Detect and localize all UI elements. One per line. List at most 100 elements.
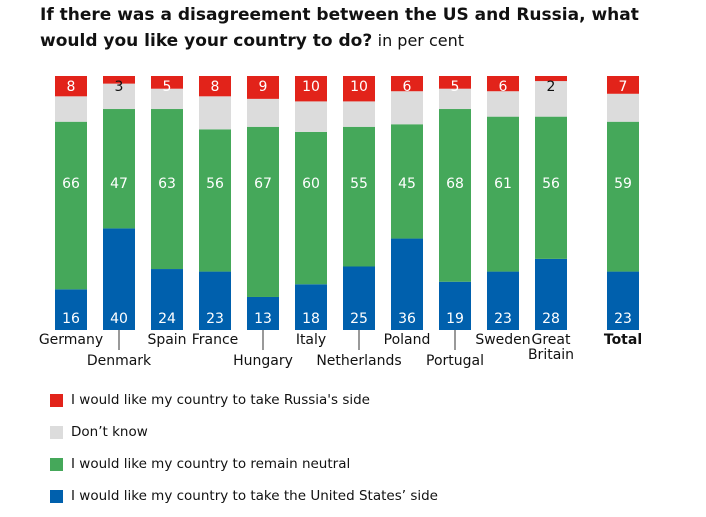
legend-item-russia: I would like my country to take Russia's… [50, 392, 370, 408]
bar-segment-us [103, 228, 135, 330]
data-label: 5 [163, 79, 172, 95]
bar-segment-dont-know [487, 91, 519, 117]
bar-segment-russia [55, 76, 87, 97]
bar-segment-dont-know [535, 81, 567, 117]
data-label: 56 [206, 176, 224, 192]
bar-segment-neutral [295, 131, 327, 285]
data-label: 25 [350, 311, 368, 327]
data-label: 56 [542, 176, 560, 192]
bar-segment-dont-know [295, 101, 327, 132]
bar-segment-dont-know [439, 88, 471, 110]
bar-segment-russia [487, 76, 519, 92]
data-label: 13 [254, 311, 272, 327]
bar-segment-neutral [439, 109, 471, 282]
category-label: Denmark [87, 353, 152, 369]
bar-segment-us [487, 271, 519, 330]
legend-swatch-grey [50, 425, 63, 439]
data-label: 28 [542, 311, 560, 327]
data-label: 23 [614, 311, 632, 327]
data-label: 68 [446, 176, 464, 192]
bar-segment-us [535, 258, 567, 330]
legend-swatch-blue [50, 489, 63, 503]
bar-segment-dont-know [103, 83, 135, 110]
data-label: 45 [398, 176, 416, 192]
bar-segment-us [247, 296, 279, 330]
bar-segment-russia [103, 76, 135, 84]
bar-segment-us [295, 284, 327, 330]
data-label: 67 [254, 176, 272, 192]
bar-segment-us [199, 271, 231, 330]
bar-segment-neutral [535, 116, 567, 259]
bar-segment-russia [247, 76, 279, 99]
data-label: 47 [110, 176, 128, 192]
category-label: Netherlands [316, 353, 401, 369]
bar-segment-neutral [151, 109, 183, 270]
data-label: 59 [614, 176, 632, 192]
category-label: France [192, 332, 239, 348]
bar-segment-us [607, 271, 639, 330]
bar-segment-neutral [199, 129, 231, 272]
data-label: 3 [115, 79, 124, 95]
data-label: 23 [494, 311, 512, 327]
data-label: 16 [62, 311, 80, 327]
data-label: 5 [451, 79, 460, 95]
data-label: 66 [62, 176, 80, 192]
data-label: 6 [499, 79, 508, 95]
bar-segment-dont-know [607, 93, 639, 122]
data-label: 6 [403, 79, 412, 95]
bar-segment-us [391, 238, 423, 330]
category-label: Portugal [426, 353, 484, 369]
data-label: 9 [259, 79, 268, 95]
bar-segment-neutral [103, 109, 135, 229]
data-label: 24 [158, 311, 176, 327]
bar-segment-russia [391, 76, 423, 92]
bar-segment-us [55, 289, 87, 330]
bar-segment-russia [343, 76, 375, 102]
bar-segment-russia [295, 76, 327, 102]
bar-segment-russia [199, 76, 231, 97]
data-label: 8 [211, 79, 220, 95]
bar-segment-dont-know [391, 91, 423, 125]
bar-segment-us [343, 266, 375, 330]
data-label: 55 [350, 176, 368, 192]
bar-segment-neutral [607, 121, 639, 272]
category-label: Germany [39, 332, 103, 348]
data-label: 61 [494, 176, 512, 192]
bar-segment-russia [439, 76, 471, 89]
bar-segment-dont-know [343, 101, 375, 127]
category-label: Total [604, 332, 642, 348]
chart-title: If there was a disagreement between the … [40, 5, 639, 51]
bar-segment-neutral [55, 121, 87, 290]
bar-segment-russia [607, 76, 639, 94]
data-label: 10 [350, 79, 368, 95]
data-label: 19 [446, 311, 464, 327]
stacked-bar-chart: 16668Germany40473Denmark24635Spain23568F… [39, 76, 642, 369]
data-label: 63 [158, 176, 176, 192]
data-label: 2 [547, 79, 556, 95]
data-label: 23 [206, 311, 224, 327]
data-label: 7 [619, 79, 628, 95]
legend-swatch-green [50, 457, 63, 471]
bar-segment-russia [151, 76, 183, 89]
category-label: Poland [384, 332, 431, 348]
category-label: Great Britain [528, 332, 574, 363]
bar-segment-dont-know [55, 96, 87, 122]
bar-segment-us [439, 281, 471, 330]
bar-segment-neutral [487, 116, 519, 272]
legend-item-neutral: I would like my country to remain neutra… [50, 456, 350, 472]
bar-segment-neutral [247, 126, 279, 297]
data-label: 8 [67, 79, 76, 95]
category-label: Hungary [233, 353, 293, 369]
category-label: Spain [147, 332, 186, 348]
category-label: Italy [296, 332, 326, 348]
bar-segment-dont-know [199, 96, 231, 130]
data-label: 36 [398, 311, 416, 327]
bar-segment-dont-know [247, 98, 279, 127]
legend-item-us: I would like my country to take the Unit… [50, 488, 438, 504]
bar-segment-neutral [391, 124, 423, 239]
data-label: 60 [302, 176, 320, 192]
bar-segment-dont-know [151, 88, 183, 110]
category-label: Sweden [475, 332, 530, 348]
legend-item-dont-know: Don’t know [50, 424, 148, 440]
bar-segment-neutral [343, 126, 375, 267]
